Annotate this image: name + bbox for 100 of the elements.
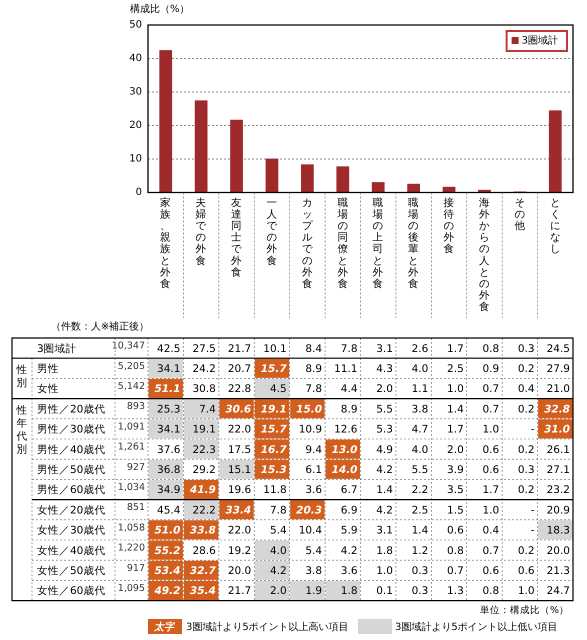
data-label: 3.1	[376, 524, 393, 537]
data-label: 1.0	[482, 504, 500, 516]
data-label: 13.0	[332, 444, 358, 456]
bar	[548, 110, 562, 192]
data-label: 4.3	[376, 363, 393, 376]
data-label: 12.6	[334, 424, 358, 436]
data-label: 36.8	[157, 464, 180, 476]
y2-tick-label: 917	[126, 562, 145, 574]
data-label: 4.2	[376, 464, 393, 476]
y-tick-label: 男性／40歳代	[37, 442, 106, 456]
data-label: 4.5	[270, 383, 287, 396]
y2-tick-label: 1,095	[118, 582, 145, 594]
data-label: 21.3	[546, 565, 570, 578]
bar	[301, 164, 314, 192]
data-label: 11.1	[334, 363, 358, 376]
data-label: 1.7	[447, 342, 464, 355]
data-label: 3.6	[305, 484, 322, 496]
data-label: 2.5	[412, 504, 428, 516]
y-tick-label: 男性／50歳代	[37, 463, 106, 476]
data-label: 1.4	[447, 403, 464, 416]
data-label: 0.7	[482, 544, 500, 557]
data-label: 0.7	[482, 383, 500, 396]
bar	[372, 182, 385, 192]
data-label: 15.0	[296, 403, 322, 416]
data-label: 1.0	[482, 424, 500, 436]
bar	[442, 186, 456, 192]
bar	[159, 50, 172, 192]
data-label: 37.6	[157, 444, 181, 456]
data-label: 0.3	[412, 565, 428, 578]
x-tick-label: 友達同士で外食	[231, 197, 244, 278]
data-label: 31.0	[544, 424, 570, 436]
data-label: 1.8	[340, 585, 358, 598]
data-label: 10.1	[263, 342, 287, 355]
data-label: 28.6	[192, 544, 216, 557]
data-label: 4.7	[412, 424, 428, 436]
data-label: 20.0	[546, 544, 570, 557]
data-label: 27.9	[546, 363, 570, 376]
data-label: 9.4	[305, 444, 322, 456]
x-tick-label: 接待の外食	[444, 196, 455, 256]
y-tick-label: 女性／30歳代	[37, 524, 106, 537]
data-label: 1.0	[376, 565, 393, 578]
data-label: 24.5	[546, 342, 570, 355]
data-label: 0.9	[482, 363, 500, 376]
data-label: 19.6	[228, 484, 252, 496]
data-label: 15.7	[260, 363, 288, 376]
data-label: 0.1	[376, 585, 393, 598]
data-label: 3.9	[447, 464, 464, 476]
data-label: 22.2	[192, 504, 216, 516]
data-label: 1.4	[376, 484, 394, 496]
data-label: 0.2	[518, 484, 535, 496]
y2-tick-label: 1,261	[118, 442, 145, 453]
data-label: 22.0	[228, 524, 252, 537]
data-label: 2.0	[376, 383, 393, 396]
data-label: 18.3	[546, 524, 570, 537]
data-label: 7.4	[199, 403, 216, 416]
y-tick-label: 30	[129, 86, 142, 98]
bar	[266, 158, 278, 192]
data-label: 35.4	[190, 585, 216, 598]
x-tick-label: 職場の後輩と外食	[407, 196, 420, 290]
y2-tick-label: 1,091	[118, 421, 145, 432]
bar	[194, 100, 208, 192]
text: -	[530, 504, 535, 516]
data-label: 32.7	[190, 565, 217, 578]
data-label: 1.8	[376, 544, 393, 557]
data-label: 2.0	[447, 444, 464, 456]
data-label: 5.5	[412, 464, 428, 476]
y2-tick-label: 851	[126, 502, 145, 514]
y2-tick-label: 10,347	[112, 340, 145, 352]
y-tick-label: 20	[129, 120, 142, 132]
data-label: 53.4	[154, 565, 180, 578]
data-label: 8.4	[305, 342, 322, 355]
y-tick-label: 女性／20歳代	[37, 503, 106, 516]
x-tick-label: とくになし	[550, 197, 561, 256]
data-label: 1.4	[412, 524, 429, 537]
data-label: 33.4	[225, 504, 252, 516]
y-tick-label: 3圏域計	[37, 342, 77, 355]
text: 単位：構成比（%）	[480, 604, 569, 616]
data-label: 16.7	[260, 444, 288, 456]
data-label: 3.8	[305, 565, 322, 578]
data-label: 3.8	[412, 403, 428, 416]
data-label: 10.4	[298, 524, 322, 537]
data-label: 41.9	[188, 484, 216, 496]
data-label: 3.1	[376, 342, 393, 355]
data-label: 20.0	[228, 565, 252, 578]
data-label: 1.9	[305, 585, 322, 598]
legend-label: 3圏域計	[522, 34, 558, 47]
data-label: 0.3	[412, 585, 428, 598]
data-label: 0.8	[482, 585, 500, 598]
data-label: 7.8	[270, 504, 287, 516]
data-label: 1.0	[518, 585, 535, 598]
data-label: 0.4	[518, 383, 535, 396]
data-label: 21.7	[228, 342, 252, 355]
bar	[407, 184, 420, 192]
text: 性年代別	[16, 404, 28, 456]
data-label: 25.3	[157, 403, 180, 416]
data-label: 6.1	[305, 464, 322, 476]
data-label: 45.4	[157, 504, 181, 516]
y-tick-label: 0	[136, 187, 142, 198]
text: 3圏域計より5ポイント以上高い項目	[186, 620, 349, 634]
data-label: 0.6	[518, 565, 535, 578]
